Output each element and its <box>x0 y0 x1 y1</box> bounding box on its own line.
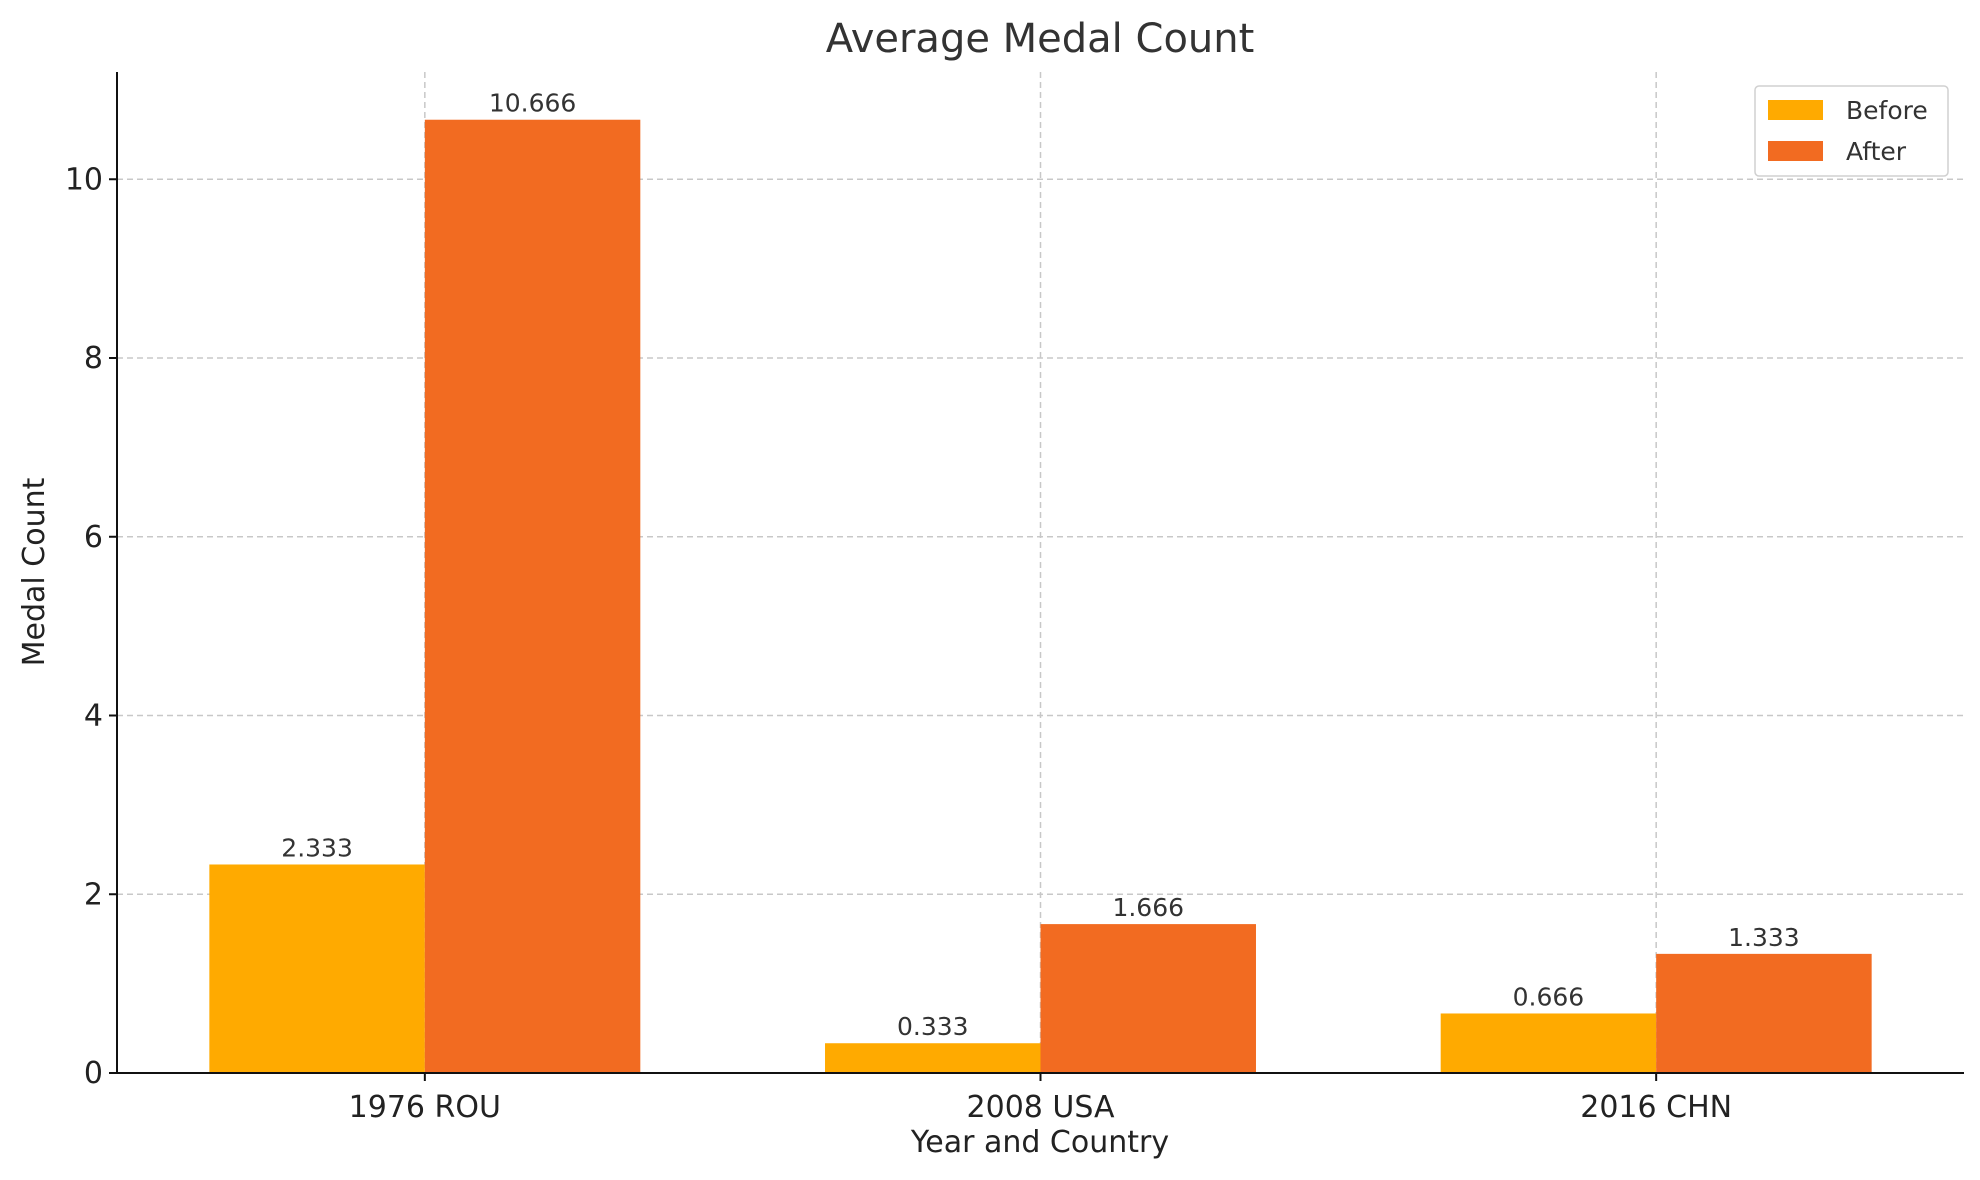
bar-after-1 <box>1040 924 1256 1073</box>
legend-swatch-before <box>1768 100 1823 120</box>
tick-labels: 0 2 4 6 8 10 1976 ROU 2008 USA 2016 CHN <box>65 162 1732 1125</box>
bars <box>209 119 1872 1073</box>
legend-swatch-after <box>1768 141 1823 161</box>
data-label-after: 10.666 <box>489 89 576 118</box>
legend-label-before: Before <box>1846 96 1928 125</box>
x-tick-label: 1976 ROU <box>349 1090 501 1125</box>
bar-before-2 <box>1440 1013 1657 1073</box>
y-tick-label: 6 <box>84 520 103 555</box>
legend: Before After <box>1754 85 1949 177</box>
data-label-after: 1.666 <box>1112 893 1184 922</box>
x-tick-label: 2016 CHN <box>1580 1090 1732 1125</box>
data-label-before: 0.333 <box>897 1012 969 1041</box>
y-tick-label: 2 <box>84 877 103 912</box>
data-label-after: 1.333 <box>1728 923 1800 952</box>
axes <box>109 72 1964 1081</box>
bar-after-2 <box>1656 953 1872 1073</box>
bar-after-0 <box>424 119 641 1073</box>
data-label-before: 0.666 <box>1513 982 1585 1011</box>
data-labels: 2.333 10.666 0.333 1.666 0.666 1.333 <box>281 89 1799 1042</box>
x-tick-label: 2008 USA <box>967 1090 1115 1125</box>
x-axis-label: Year and Country <box>910 1125 1169 1160</box>
y-tick-label: 0 <box>84 1056 103 1091</box>
data-label-before: 2.333 <box>281 833 353 862</box>
bar-before-1 <box>825 1043 1041 1073</box>
y-tick-label: 4 <box>84 699 103 734</box>
y-axis-label: Medal Count <box>17 477 52 666</box>
bar-before-0 <box>209 864 425 1073</box>
y-tick-label: 8 <box>84 341 103 376</box>
chart-title: Average Medal Count <box>826 16 1255 62</box>
legend-label-after: After <box>1846 137 1907 166</box>
y-tick-label: 10 <box>65 162 103 197</box>
